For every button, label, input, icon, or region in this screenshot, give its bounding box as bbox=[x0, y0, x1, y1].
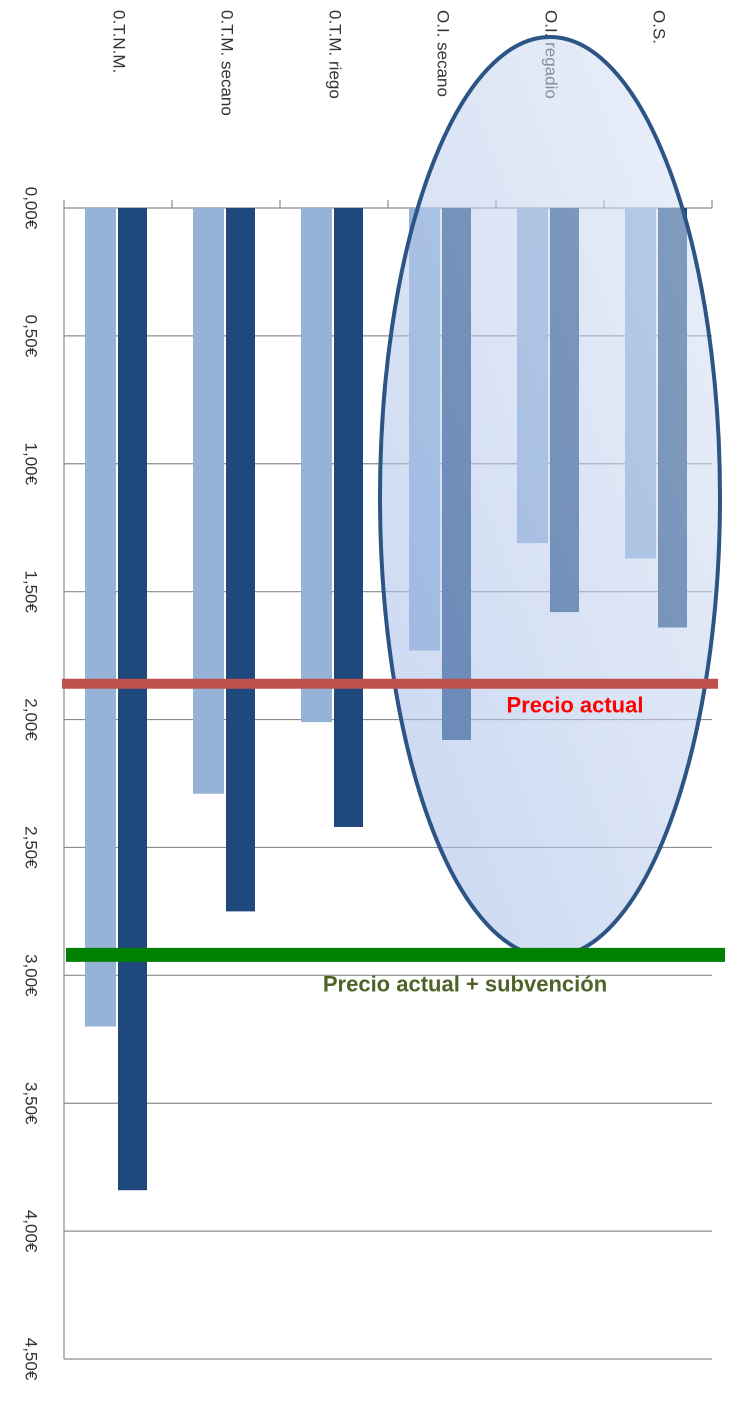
x-tick-label: O.S. bbox=[650, 10, 669, 44]
x-tick-label: 0.T.M. secano bbox=[218, 10, 237, 116]
y-tick-label: 4,50€ bbox=[22, 1338, 41, 1381]
x-tick-label: 0.T.M. riego bbox=[326, 10, 345, 99]
y-tick-label: 0,50€ bbox=[22, 315, 41, 358]
bar bbox=[301, 208, 332, 723]
reference-label: Precio actual bbox=[507, 693, 644, 718]
x-tick-label: O.I. secano bbox=[434, 10, 453, 97]
y-tick-label: 1,50€ bbox=[22, 570, 41, 613]
reference-layer: Precio actual Precio actual + subvención bbox=[62, 678, 725, 997]
y-tick-label: 3,00€ bbox=[22, 954, 41, 997]
bar bbox=[118, 208, 147, 1191]
y-tick-label: 4,00€ bbox=[22, 1210, 41, 1253]
bar bbox=[85, 208, 116, 1027]
y-tick-label: 2,50€ bbox=[22, 826, 41, 869]
y-tick-label: 2,00€ bbox=[22, 698, 41, 741]
bar bbox=[226, 208, 255, 912]
y-tick-label: 3,50€ bbox=[22, 1082, 41, 1125]
y-tick-label: 0,00€ bbox=[22, 187, 41, 230]
bar bbox=[193, 208, 224, 794]
reference-label: Precio actual + subvención bbox=[323, 972, 607, 997]
highlight-ellipse bbox=[378, 35, 722, 959]
x-tick-label: 0.T.N.M. bbox=[110, 10, 129, 73]
bar bbox=[334, 208, 363, 827]
y-tick-label: 1,00€ bbox=[22, 443, 41, 486]
